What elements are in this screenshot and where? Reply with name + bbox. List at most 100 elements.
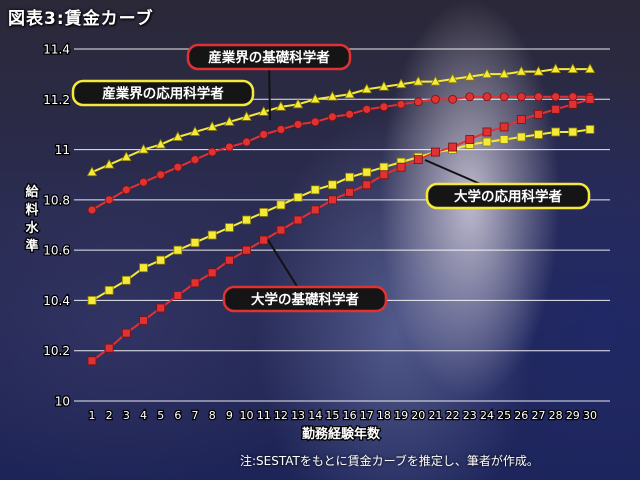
data-point — [328, 112, 337, 122]
x-tick-label: 21 — [428, 409, 442, 422]
annotation-label: 産業界の基礎科学者 — [208, 49, 330, 66]
y-tick-label: 11.2 — [43, 93, 70, 107]
data-point — [139, 177, 148, 187]
data-point — [276, 125, 286, 134]
data-point — [138, 143, 149, 154]
x-tick-label: 14 — [308, 409, 322, 422]
data-point — [362, 167, 372, 177]
source-note: 注:SESTATをもとに賃金カーブを推定し、筆者が作成。 — [240, 454, 539, 468]
data-point — [568, 99, 578, 109]
data-point — [465, 135, 475, 144]
data-point — [551, 127, 561, 137]
data-point — [345, 109, 354, 119]
x-tick-label: 10 — [240, 409, 254, 422]
y-tick-label: 10 — [55, 395, 70, 409]
data-point — [551, 92, 561, 102]
data-point — [156, 170, 166, 180]
data-point — [310, 205, 320, 215]
data-point — [413, 75, 424, 86]
x-tick-label: 3 — [123, 409, 130, 422]
x-tick-label: 4 — [140, 409, 147, 422]
data-point — [379, 170, 389, 180]
x-tick-label: 18 — [377, 409, 391, 422]
data-point — [207, 147, 217, 157]
x-tick-label: 2 — [106, 409, 113, 422]
data-point — [121, 275, 131, 285]
x-tick-label: 17 — [360, 409, 374, 422]
data-point — [172, 131, 184, 141]
data-point — [499, 122, 509, 132]
data-point — [224, 223, 234, 232]
data-point — [87, 356, 97, 366]
data-point — [259, 130, 269, 139]
data-point — [379, 162, 389, 172]
series-2 — [87, 92, 595, 215]
data-point — [465, 92, 475, 102]
series-line — [91, 128, 591, 302]
x-tick-label: 8 — [209, 409, 216, 422]
annotation-label: 産業界の応用科学者 — [102, 85, 224, 102]
data-point — [481, 68, 493, 79]
data-point — [584, 63, 596, 74]
annotation-2: 産業界の応用科学者 — [71, 79, 255, 107]
x-tick-label: 15 — [325, 409, 339, 422]
data-point — [173, 245, 183, 255]
series-3 — [87, 125, 595, 305]
x-tick-label: 12 — [274, 409, 288, 422]
annotation-label: 大学の基礎科学者 — [251, 291, 359, 308]
data-point — [379, 102, 389, 112]
data-point — [190, 238, 200, 248]
data-point — [104, 195, 114, 205]
data-point — [293, 192, 303, 202]
data-point — [413, 97, 423, 107]
x-tick-label: 7 — [192, 409, 199, 422]
data-point — [499, 135, 509, 144]
data-point — [139, 316, 148, 325]
annotation-3: 大学の応用科学者 — [424, 159, 591, 210]
data-point — [345, 187, 354, 197]
data-point — [259, 208, 269, 217]
x-tick-label: 26 — [514, 409, 528, 422]
annotation-box — [71, 79, 255, 107]
data-point — [534, 109, 543, 119]
series-1 — [86, 63, 596, 177]
data-point — [362, 180, 372, 190]
data-point — [482, 92, 492, 102]
x-tick-label: 16 — [343, 409, 357, 422]
series-layer — [86, 63, 596, 366]
annotation-box — [222, 285, 388, 313]
data-point — [104, 343, 114, 353]
data-point — [242, 215, 251, 225]
data-point — [482, 137, 492, 147]
data-point — [310, 185, 320, 195]
x-tick-label: 9 — [226, 409, 233, 422]
y-tick-label: 10.8 — [43, 193, 70, 207]
data-point — [86, 166, 98, 177]
x-tick-label: 11 — [257, 409, 271, 422]
y-tick-label: 11 — [55, 143, 70, 157]
data-point — [396, 162, 406, 172]
data-point — [327, 90, 338, 101]
annotation-box — [425, 182, 591, 210]
y-tick-label: 10.2 — [43, 344, 70, 358]
data-point — [224, 255, 234, 265]
data-point — [448, 142, 458, 152]
data-point — [173, 290, 183, 300]
data-point — [431, 147, 440, 157]
data-point — [568, 127, 578, 137]
data-point — [516, 115, 526, 124]
data-point — [103, 158, 115, 169]
data-point — [516, 132, 526, 142]
data-point — [448, 94, 458, 104]
data-point — [155, 138, 166, 149]
data-point — [516, 65, 527, 76]
data-point — [550, 63, 561, 74]
data-point — [378, 80, 390, 91]
data-point — [395, 78, 407, 89]
data-point — [309, 93, 321, 104]
x-tick-label: 28 — [549, 409, 563, 422]
annotation-box — [186, 43, 352, 71]
data-point — [207, 230, 217, 240]
data-point — [464, 70, 476, 81]
